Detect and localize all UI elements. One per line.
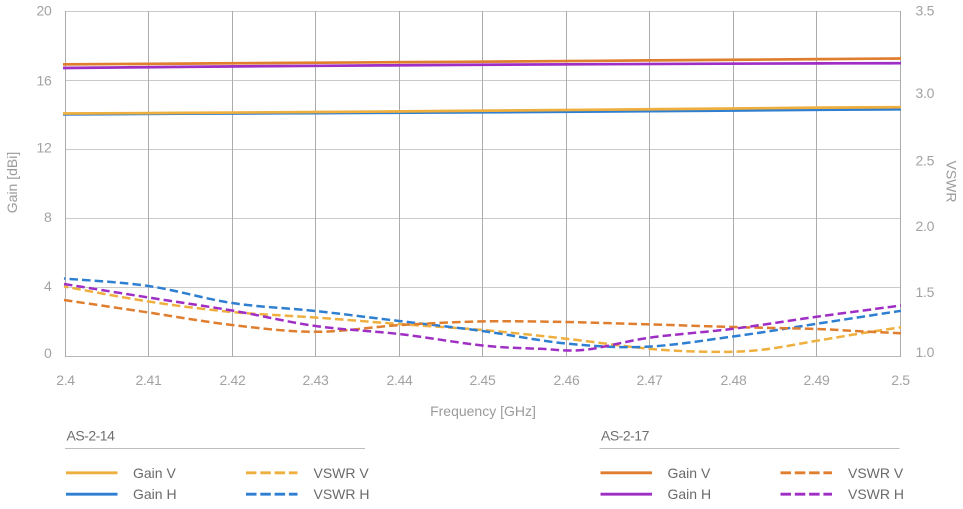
svg-text:Gain V: Gain V: [668, 465, 711, 481]
svg-text:2.43: 2.43: [302, 372, 329, 388]
svg-text:2.47: 2.47: [636, 372, 663, 388]
svg-text:Gain V: Gain V: [133, 465, 176, 481]
svg-text:2.41: 2.41: [135, 372, 162, 388]
svg-text:3.5: 3.5: [916, 2, 935, 18]
svg-text:2.0: 2.0: [916, 218, 935, 234]
svg-text:2.5: 2.5: [916, 152, 935, 168]
svg-text:2.5: 2.5: [891, 372, 910, 388]
svg-text:2.45: 2.45: [469, 372, 496, 388]
svg-text:16: 16: [37, 72, 52, 88]
svg-text:2.46: 2.46: [553, 372, 580, 388]
svg-text:Gain H: Gain H: [668, 486, 712, 502]
svg-text:8: 8: [44, 209, 52, 225]
svg-text:Frequency [GHz]: Frequency [GHz]: [430, 403, 536, 419]
svg-text:VSWR H: VSWR H: [848, 486, 904, 502]
svg-text:2.4: 2.4: [56, 372, 75, 388]
svg-text:Gain [dBi]: Gain [dBi]: [4, 152, 20, 213]
svg-text:AS-2-17: AS-2-17: [601, 428, 650, 444]
svg-text:VSWR V: VSWR V: [314, 465, 370, 481]
svg-text:AS-2-14: AS-2-14: [67, 428, 116, 444]
svg-text:2.48: 2.48: [720, 372, 747, 388]
svg-text:VSWR V: VSWR V: [848, 465, 904, 481]
svg-text:2.44: 2.44: [386, 372, 413, 388]
svg-text:0: 0: [44, 345, 52, 361]
svg-text:Gain H: Gain H: [133, 486, 177, 502]
svg-text:12: 12: [37, 140, 52, 156]
svg-text:3.0: 3.0: [916, 85, 935, 101]
svg-text:2.42: 2.42: [219, 372, 246, 388]
svg-text:VSWR H: VSWR H: [314, 486, 370, 502]
svg-text:20: 20: [37, 3, 52, 19]
svg-text:1.5: 1.5: [916, 284, 935, 300]
svg-text:1.0: 1.0: [916, 344, 935, 360]
svg-text:VSWR: VSWR: [944, 161, 960, 203]
svg-text:4: 4: [44, 278, 52, 294]
svg-text:2.49: 2.49: [803, 372, 830, 388]
